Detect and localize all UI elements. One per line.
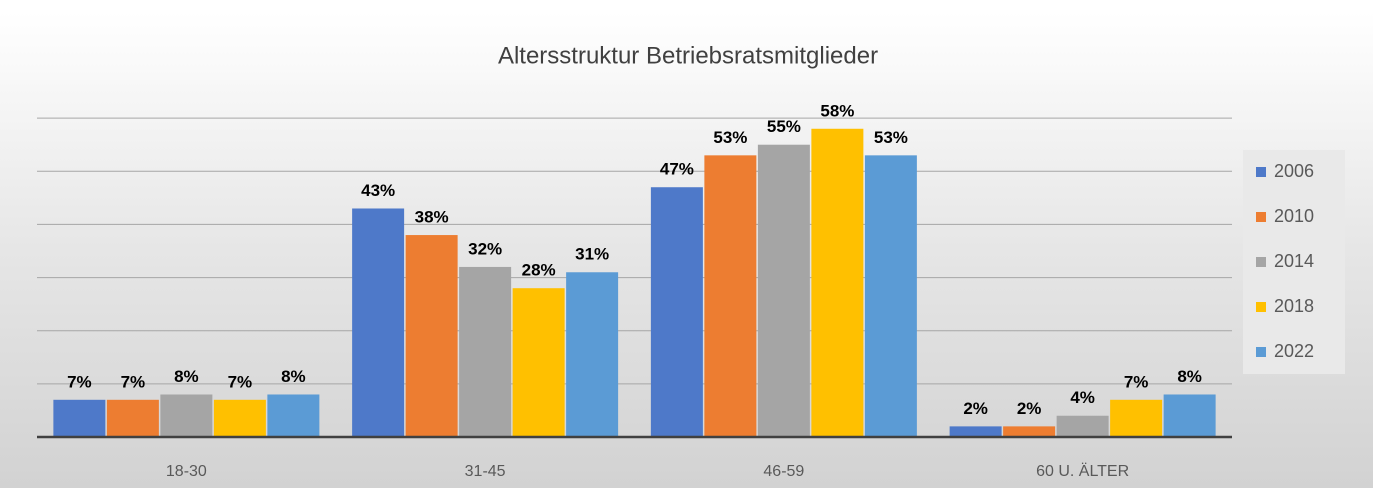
x-tick-label: 46-59: [763, 463, 804, 480]
bar: [267, 394, 320, 437]
chart-title: Altersstruktur Betriebsratsmitglieder: [498, 42, 878, 69]
legend-label: 2022: [1274, 341, 1314, 361]
legend-label: 2010: [1274, 206, 1314, 226]
legend-swatch: [1256, 167, 1266, 177]
bar: [512, 288, 565, 437]
legend-swatch: [1256, 347, 1266, 357]
bar: [566, 272, 619, 437]
data-label: 7%: [67, 372, 92, 391]
bar: [757, 144, 810, 437]
bar: [811, 128, 864, 437]
bar: [459, 266, 512, 437]
data-label: 7%: [228, 372, 253, 391]
legend-swatch: [1256, 257, 1266, 267]
data-label: 2%: [1017, 399, 1042, 418]
bar: [1056, 415, 1109, 437]
bar: [949, 426, 1002, 437]
data-label: 55%: [767, 117, 801, 136]
legend-swatch: [1256, 212, 1266, 222]
x-tick-label: 18-30: [166, 463, 207, 480]
data-label: 7%: [1124, 372, 1149, 391]
data-label: 53%: [713, 128, 747, 147]
data-label: 8%: [281, 367, 306, 386]
data-label: 58%: [820, 101, 854, 120]
x-tick-label: 31-45: [465, 463, 506, 480]
bar: [704, 155, 757, 438]
bar: [1163, 394, 1216, 437]
bar: [160, 394, 213, 437]
bar: [352, 208, 405, 437]
data-label: 8%: [174, 367, 199, 386]
data-label: 4%: [1070, 388, 1095, 407]
bar: [213, 399, 266, 437]
legend-swatch: [1256, 302, 1266, 312]
legend-label: 2006: [1274, 161, 1314, 181]
bar: [1003, 426, 1056, 437]
data-label: 43%: [361, 181, 395, 200]
data-label: 7%: [121, 372, 146, 391]
bar: [1110, 399, 1163, 437]
data-label: 31%: [575, 245, 609, 264]
bar: [650, 187, 703, 437]
bar: [53, 399, 106, 437]
bar: [106, 399, 159, 437]
data-label: 53%: [874, 128, 908, 147]
legend-label: 2014: [1274, 251, 1314, 271]
data-label: 28%: [522, 261, 556, 280]
x-tick-label: 60 U. ÄLTER: [1036, 462, 1129, 480]
bar: [864, 155, 917, 438]
data-label: 38%: [415, 208, 449, 227]
bar: [405, 235, 458, 437]
legend-label: 2018: [1274, 296, 1314, 316]
data-label: 47%: [660, 160, 694, 179]
data-label: 2%: [963, 399, 988, 418]
data-label: 32%: [468, 239, 502, 258]
data-label: 8%: [1177, 367, 1202, 386]
